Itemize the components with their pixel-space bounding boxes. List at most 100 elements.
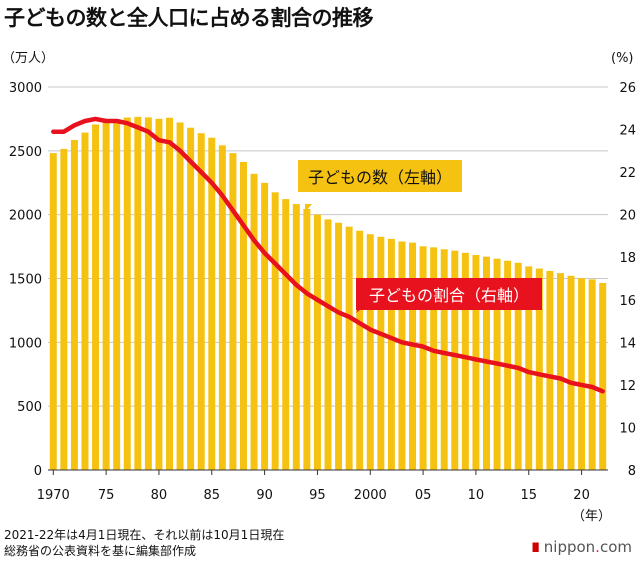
line-point-1980	[157, 138, 161, 142]
footnote-date: 2021-22年は4月1日現在、それ以前は10月1日現在	[4, 528, 285, 542]
line-point-1983	[189, 160, 192, 163]
line-point-2011	[485, 360, 488, 363]
line-point-1999	[358, 321, 361, 325]
bar-1994	[303, 208, 311, 470]
x-tick-label: 10	[468, 488, 485, 503]
line-point-2010	[474, 358, 478, 361]
bar-2021	[588, 279, 596, 470]
x-tick-label: 75	[98, 488, 115, 503]
left-tick-label: 2500	[9, 145, 42, 160]
x-tick-label: 15	[520, 488, 537, 503]
line-point-1971	[62, 130, 66, 133]
page-title: 子どもの数と全人口に占める割合の推移	[4, 6, 374, 30]
line-point-2000	[369, 328, 372, 331]
bar-1979	[144, 117, 152, 470]
line-point-1972	[73, 124, 76, 127]
line-point-1987	[231, 209, 235, 212]
bar-1986	[218, 145, 226, 470]
bar-2017	[546, 270, 554, 470]
bar-1982	[176, 122, 184, 470]
line-point-2004	[411, 343, 414, 346]
x-tick-label: 2000	[354, 488, 387, 503]
right-tick-label: 8	[628, 464, 636, 479]
right-tick-label: 22	[619, 166, 636, 181]
line-point-1986	[221, 194, 224, 197]
bar-1975	[102, 122, 110, 470]
line-point-1984	[200, 170, 203, 174]
line-point-2015	[527, 370, 530, 374]
line-point-1991	[273, 262, 277, 265]
line-point-1995	[316, 298, 319, 301]
footnote-source: 総務省の公表資料を基に編集部作成	[4, 544, 197, 558]
line-point-1975	[104, 119, 108, 123]
right-tick-label: 10	[619, 421, 636, 436]
bar-2020	[578, 278, 586, 470]
bar-1983	[187, 127, 195, 470]
bar-1997	[335, 222, 343, 470]
left-tick-label: 500	[17, 400, 42, 415]
line-point-1977	[126, 121, 129, 125]
line-point-1988	[242, 224, 245, 227]
bar-1990	[261, 182, 269, 470]
line-point-1998	[347, 315, 351, 318]
bar-2003	[398, 241, 406, 470]
bar-1972	[70, 139, 78, 470]
bar-2000	[366, 234, 374, 470]
bar-2001	[377, 236, 385, 470]
bar-2006	[430, 247, 438, 470]
bar-1995	[313, 214, 321, 470]
left-axis-unit: （万人）	[2, 51, 54, 66]
credit-logo[interactable]: ▐▌ nippon.com	[529, 538, 632, 556]
bar-1974	[92, 124, 100, 470]
line-point-2003	[400, 341, 404, 344]
line-point-2012	[495, 362, 499, 365]
line-point-2014	[516, 366, 520, 370]
bar-1980	[155, 118, 163, 470]
x-tick-label: 80	[151, 488, 168, 503]
line-point-2009	[464, 356, 467, 359]
line-point-1974	[94, 117, 97, 121]
left-tick-label: 3000	[9, 81, 42, 96]
bar-1985	[208, 137, 216, 471]
bar-1988	[239, 161, 247, 470]
line-point-1992	[284, 273, 287, 276]
line-point-2017	[548, 375, 552, 378]
line-point-2008	[453, 353, 456, 357]
line-point-1989	[252, 239, 256, 242]
line-point-1976	[115, 119, 118, 123]
logo-mark-icon: ▐▌	[529, 543, 542, 552]
bar-2016	[535, 268, 543, 470]
line-point-2013	[506, 364, 509, 367]
bar-1978	[134, 116, 142, 471]
bar-2007	[440, 249, 448, 470]
bar-2022	[599, 282, 607, 470]
bar-2019	[567, 275, 575, 470]
line-point-2018	[559, 377, 562, 380]
line-point-1979	[147, 130, 150, 133]
line-point-1990	[263, 251, 266, 255]
line-point-2005	[421, 345, 425, 348]
bar-1970	[49, 153, 57, 470]
bar-1987	[229, 153, 237, 470]
credit-tld: com	[599, 538, 632, 556]
x-tick-label: 20	[573, 488, 590, 503]
line-point-2020	[580, 383, 583, 387]
bar-2009	[461, 252, 469, 470]
left-tick-label: 1000	[9, 336, 42, 351]
bar-2018	[556, 273, 564, 470]
line-point-2007	[443, 351, 446, 355]
right-tick-label: 18	[619, 251, 636, 266]
bar-2008	[451, 250, 459, 470]
annotation-bar-series: 子どもの数（左軸）	[298, 160, 462, 212]
annotation-bar-label: 子どもの数（左軸）	[308, 168, 452, 187]
bar-1993	[292, 204, 300, 471]
line-point-2001	[379, 332, 383, 336]
bar-1991	[271, 192, 279, 470]
bar-1989	[250, 173, 258, 470]
line-point-2019	[569, 381, 573, 384]
line-point-2006	[432, 349, 435, 353]
line-point-1996	[326, 304, 330, 308]
bar-2015	[525, 266, 533, 470]
line-point-1982	[178, 149, 182, 153]
bar-1981	[166, 117, 173, 470]
